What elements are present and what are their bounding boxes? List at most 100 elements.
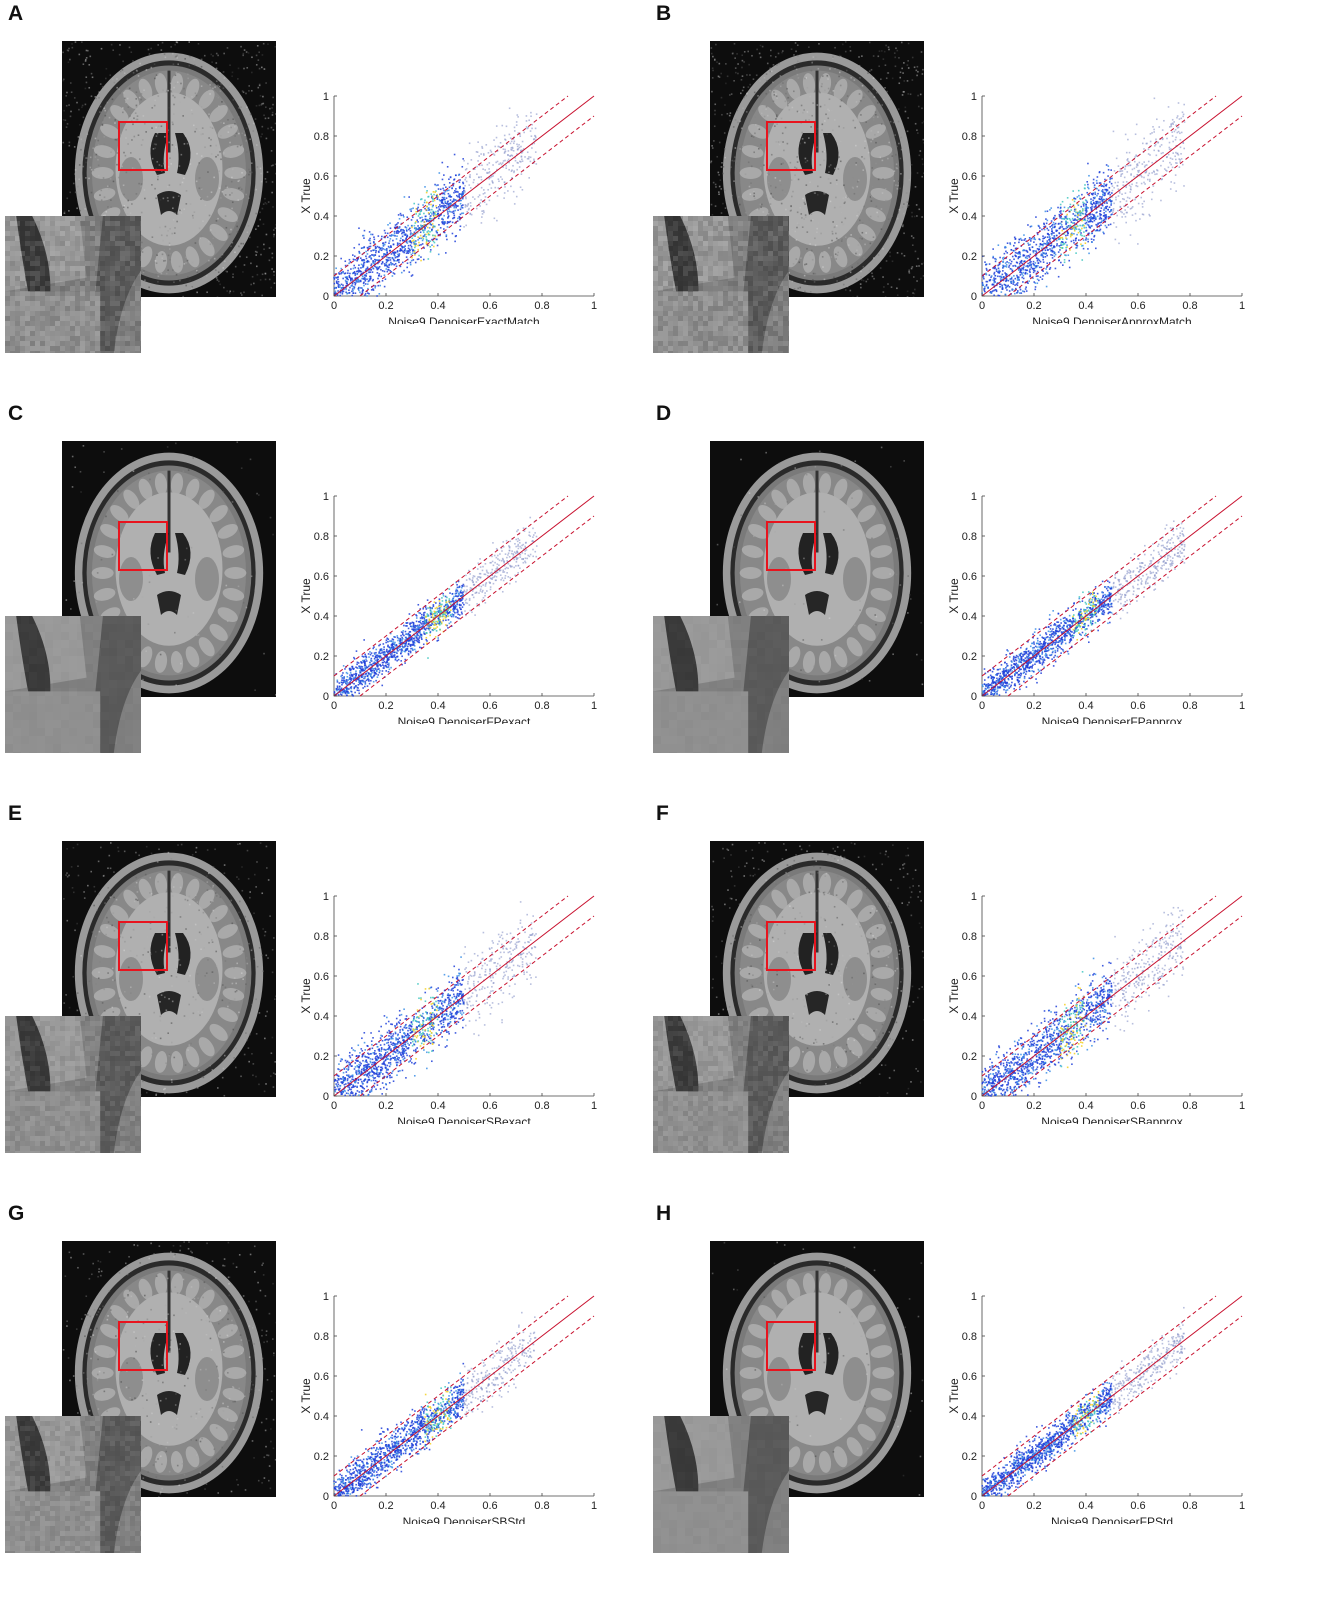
data-point <box>1082 203 1085 206</box>
data-point <box>461 613 463 615</box>
data-point <box>476 165 478 168</box>
data-point <box>450 203 453 205</box>
data-point <box>992 685 995 688</box>
data-point <box>520 152 523 154</box>
data-point <box>1161 129 1164 131</box>
data-point <box>1070 228 1072 230</box>
data-point <box>400 660 403 662</box>
data-point <box>1170 125 1173 128</box>
data-point <box>494 172 496 174</box>
data-point <box>1024 238 1027 240</box>
data-point <box>412 207 414 210</box>
data-point <box>396 635 399 637</box>
data-point <box>998 283 1001 286</box>
data-point <box>1017 276 1020 278</box>
data-point <box>339 693 342 695</box>
data-point <box>1100 197 1103 200</box>
data-point <box>479 202 482 204</box>
data-point <box>1120 173 1123 176</box>
data-point <box>1080 205 1083 208</box>
data-point <box>429 240 432 243</box>
data-point <box>483 573 486 576</box>
data-point <box>452 608 454 610</box>
data-point <box>990 276 992 279</box>
data-point <box>455 588 458 591</box>
data-point <box>1069 630 1072 633</box>
data-point <box>1047 229 1050 232</box>
data-point <box>368 245 370 248</box>
data-point <box>439 204 441 206</box>
data-point <box>483 201 486 204</box>
data-point <box>368 271 370 274</box>
data-point <box>385 263 388 266</box>
data-point <box>1076 225 1079 227</box>
data-point <box>403 231 405 234</box>
data-point <box>1001 670 1004 673</box>
data-point <box>1150 198 1153 201</box>
data-point <box>383 285 386 288</box>
data-point <box>519 556 522 558</box>
data-point <box>419 210 422 213</box>
data-point <box>1145 580 1147 583</box>
data-point <box>478 604 481 607</box>
data-point <box>1102 193 1104 196</box>
data-point <box>1016 676 1019 679</box>
data-point <box>1092 196 1095 199</box>
data-point <box>1094 613 1097 616</box>
data-point <box>438 605 440 608</box>
data-point <box>402 630 405 632</box>
data-point <box>466 210 469 213</box>
data-point <box>472 596 475 599</box>
data-point <box>1093 215 1096 218</box>
data-point <box>405 252 408 254</box>
data-point <box>363 659 366 662</box>
data-point <box>357 271 360 273</box>
data-point <box>432 237 435 240</box>
data-point <box>397 258 399 261</box>
data-point <box>1178 158 1181 160</box>
data-point <box>480 585 483 588</box>
data-point <box>1104 216 1106 218</box>
data-point <box>342 665 345 667</box>
data-point <box>1069 624 1071 626</box>
data-point <box>406 234 409 237</box>
data-point <box>420 210 423 212</box>
data-point <box>367 673 370 676</box>
data-point <box>457 580 460 583</box>
data-point <box>1083 202 1086 205</box>
data-point <box>990 291 992 293</box>
data-point <box>1089 213 1091 216</box>
data-point <box>449 621 452 623</box>
data-point <box>1058 213 1061 216</box>
data-point <box>385 639 388 641</box>
data-point <box>345 682 347 685</box>
data-point <box>434 636 437 638</box>
data-point <box>412 216 414 219</box>
data-point <box>514 543 516 545</box>
data-point <box>414 245 417 247</box>
data-point <box>476 603 478 605</box>
data-point <box>1171 118 1174 121</box>
data-point <box>1046 266 1048 268</box>
data-point <box>469 573 471 575</box>
data-point <box>1126 611 1129 614</box>
data-point <box>429 245 432 248</box>
data-point <box>479 576 482 579</box>
data-point <box>1105 217 1107 219</box>
data-point <box>428 219 431 222</box>
data-point <box>1134 212 1137 215</box>
data-point <box>433 193 435 196</box>
data-point <box>361 655 364 658</box>
data-point <box>440 605 442 608</box>
data-point <box>379 643 381 646</box>
roi-box <box>766 121 816 171</box>
data-point <box>391 644 394 647</box>
data-point <box>515 580 517 583</box>
data-point <box>394 658 397 661</box>
data-point <box>1046 227 1049 230</box>
data-point <box>403 249 406 252</box>
data-point <box>364 660 366 663</box>
data-point <box>990 291 992 294</box>
data-point <box>1113 186 1115 189</box>
data-point <box>1093 206 1096 208</box>
